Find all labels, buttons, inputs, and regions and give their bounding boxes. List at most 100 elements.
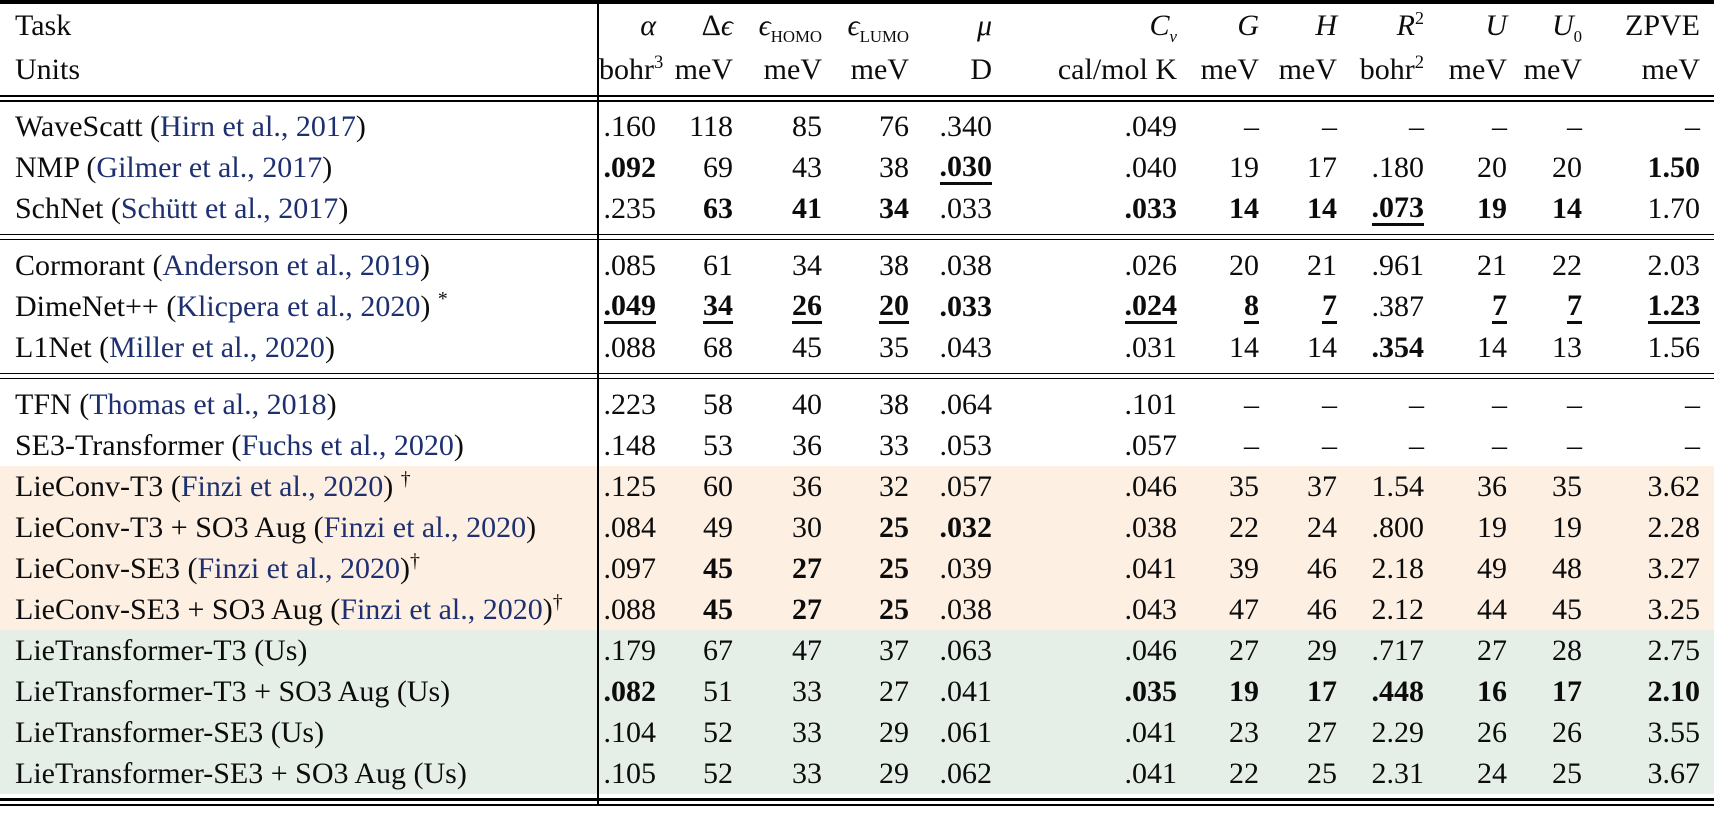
citation-link[interactable]: Schütt et al., 2017 <box>120 191 339 225</box>
cell-epsilon-homo: 45 <box>792 330 822 364</box>
cell-u: 27 <box>1477 633 1507 667</box>
citation-link[interactable]: Gilmer et al., 2017 <box>96 150 323 184</box>
cell-delta-epsilon: 118 <box>689 109 733 143</box>
cell-u: 20 <box>1477 150 1507 184</box>
cell-mu: .033 <box>939 289 993 323</box>
cell-zpve: – <box>1685 387 1700 421</box>
cell-epsilon-homo: 41 <box>792 191 822 225</box>
cell-cv: .026 <box>1124 248 1178 282</box>
citation-link[interactable]: Finzi et al., 2020 <box>323 510 527 544</box>
table-row: LieConv-SE3 (Finzi et al., 2020)† .097 45 2… <box>0 548 1714 589</box>
cell-epsilon-homo: 40 <box>792 387 822 421</box>
cell-mu: .041 <box>939 674 993 708</box>
cell-cv: .040 <box>1124 150 1178 184</box>
cell-r2: .387 <box>1371 289 1425 323</box>
row-label: TFN (Thomas et al., 2018) <box>15 387 337 421</box>
double-rule-line <box>599 798 1714 806</box>
cell-h: 21 <box>1307 248 1337 282</box>
table-row: SchNet (Schütt et al., 2017) .235 63 41 34 .0… <box>0 188 1714 229</box>
cell-u0: 25 <box>1552 756 1582 790</box>
group-separator-rule <box>0 229 1714 245</box>
cell-delta-epsilon: 68 <box>703 330 733 364</box>
table-row: LieConv-T3 (Finzi et al., 2020) † .125 60 3… <box>0 466 1714 507</box>
citation-link[interactable]: Fuchs et al., 2020 <box>241 428 454 462</box>
cell-zpve: – <box>1685 428 1700 462</box>
cell-mu: .057 <box>939 469 993 503</box>
cell-zpve: 1.23 <box>1590 286 1714 327</box>
double-rule-line <box>0 798 597 806</box>
citation-link[interactable]: Finzi et al., 2020 <box>197 551 400 585</box>
cell-epsilon-lumo: 34 <box>879 191 909 225</box>
cell-g: 20 <box>1229 248 1259 282</box>
double-rule-line <box>599 234 1714 240</box>
cell-h: – <box>1322 387 1337 421</box>
citation-link[interactable]: Finzi et al., 2020 <box>340 592 543 626</box>
cell-zpve: 1.56 <box>1647 330 1701 364</box>
cell-epsilon-lumo: 32 <box>879 469 909 503</box>
cell-g: 22 <box>1229 756 1259 790</box>
row-label: LieConv-SE3 + SO3 Aug (Finzi et al., 202… <box>15 590 563 626</box>
cell-delta-epsilon: 45 <box>703 592 733 626</box>
cell-g: 22 <box>1229 510 1259 544</box>
col-header-u: U <box>1485 8 1507 42</box>
col-unit-cv: cal/mol K <box>1057 52 1177 86</box>
cell-alpha: .088 <box>597 327 664 368</box>
cell-cv: .041 <box>1124 715 1178 749</box>
cell-delta-epsilon: 52 <box>703 756 733 790</box>
cell-delta-epsilon: 69 <box>703 150 733 184</box>
cell-g: 8 <box>1185 286 1267 327</box>
cell-u0: 28 <box>1552 633 1582 667</box>
cell-epsilon-lumo: 25 <box>879 551 909 585</box>
row-label: LieConv-T3 (Finzi et al., 2020) † <box>15 467 411 503</box>
cell-alpha: .148 <box>597 425 664 466</box>
cell-delta-epsilon: 52 <box>703 715 733 749</box>
cell-r2: – <box>1409 109 1424 143</box>
table-row: L1Net (Miller et al., 2020) .088 68 45 35 .04… <box>0 327 1714 368</box>
cell-epsilon-homo: 33 <box>792 674 822 708</box>
cell-u0: 17 <box>1552 674 1582 708</box>
rule-segment-left <box>0 368 598 384</box>
cell-epsilon-homo: 26 <box>741 286 830 327</box>
cell-alpha: .104 <box>597 712 664 753</box>
cell-cv: .024 <box>1000 286 1185 327</box>
cell-epsilon-homo: 34 <box>792 248 822 282</box>
cell-h: 14 <box>1307 191 1337 225</box>
cell-cv: .049 <box>1124 109 1178 143</box>
results-table-body: Task α Δϵ ϵHOMO ϵLUMO μ Cν G H R2 U U0 ZPVE Units b… <box>0 2 1714 806</box>
cell-mu: .061 <box>939 715 993 749</box>
cell-mu: .033 <box>939 191 993 225</box>
table-row: LieTransformer-SE3 + SO3 Aug (Us) .105 52 3… <box>0 753 1714 794</box>
footnote-marker: * <box>437 287 448 310</box>
cell-h: 17 <box>1307 674 1337 708</box>
cell-zpve: 3.27 <box>1647 551 1701 585</box>
row-label: L1Net (Miller et al., 2020) <box>15 330 335 364</box>
citation-link[interactable]: Hirn et al., 2017 <box>160 109 356 143</box>
citation-link[interactable]: Anderson et al., 2019 <box>162 248 420 282</box>
rule-segment-right <box>597 229 1714 245</box>
citation-link[interactable]: Miller et al., 2020 <box>109 330 325 364</box>
citation-link[interactable]: Klicpera et al., 2020 <box>176 289 421 323</box>
cell-u0: 13 <box>1552 330 1582 364</box>
cell-r2: 2.31 <box>1371 756 1425 790</box>
cell-h: 29 <box>1307 633 1337 667</box>
citation-link[interactable]: Finzi et al., 2020 <box>180 469 384 503</box>
cell-h: 17 <box>1307 150 1337 184</box>
cell-u: 44 <box>1477 592 1507 626</box>
cell-g: 27 <box>1229 633 1259 667</box>
cell-zpve: 3.25 <box>1647 592 1701 626</box>
cell-h: – <box>1322 428 1337 462</box>
col-unit-h: meV <box>1278 52 1337 86</box>
row-label: LieTransformer-T3 + SO3 Aug (Us) <box>15 674 451 708</box>
col-unit-epsilon-homo: meV <box>763 52 822 86</box>
cell-u0: – <box>1567 109 1582 143</box>
cell-u0: 20 <box>1552 150 1582 184</box>
cell-r2: – <box>1409 428 1424 462</box>
citation-link[interactable]: Thomas et al., 2018 <box>89 387 327 421</box>
cell-r2: 2.12 <box>1371 592 1425 626</box>
table-row: NMP (Gilmer et al., 2017) .092 69 43 38.030.… <box>0 147 1714 188</box>
table-row: Cormorant (Anderson et al., 2019) .085 61 3… <box>0 245 1714 286</box>
table-row: SE3-Transformer (Fuchs et al., 2020) .148… <box>0 425 1714 466</box>
row-label: LieTransformer-T3 (Us) <box>15 633 308 667</box>
row-label: LieConv-SE3 (Finzi et al., 2020)† <box>15 549 420 585</box>
col-unit-zpve: meV <box>1641 52 1700 86</box>
